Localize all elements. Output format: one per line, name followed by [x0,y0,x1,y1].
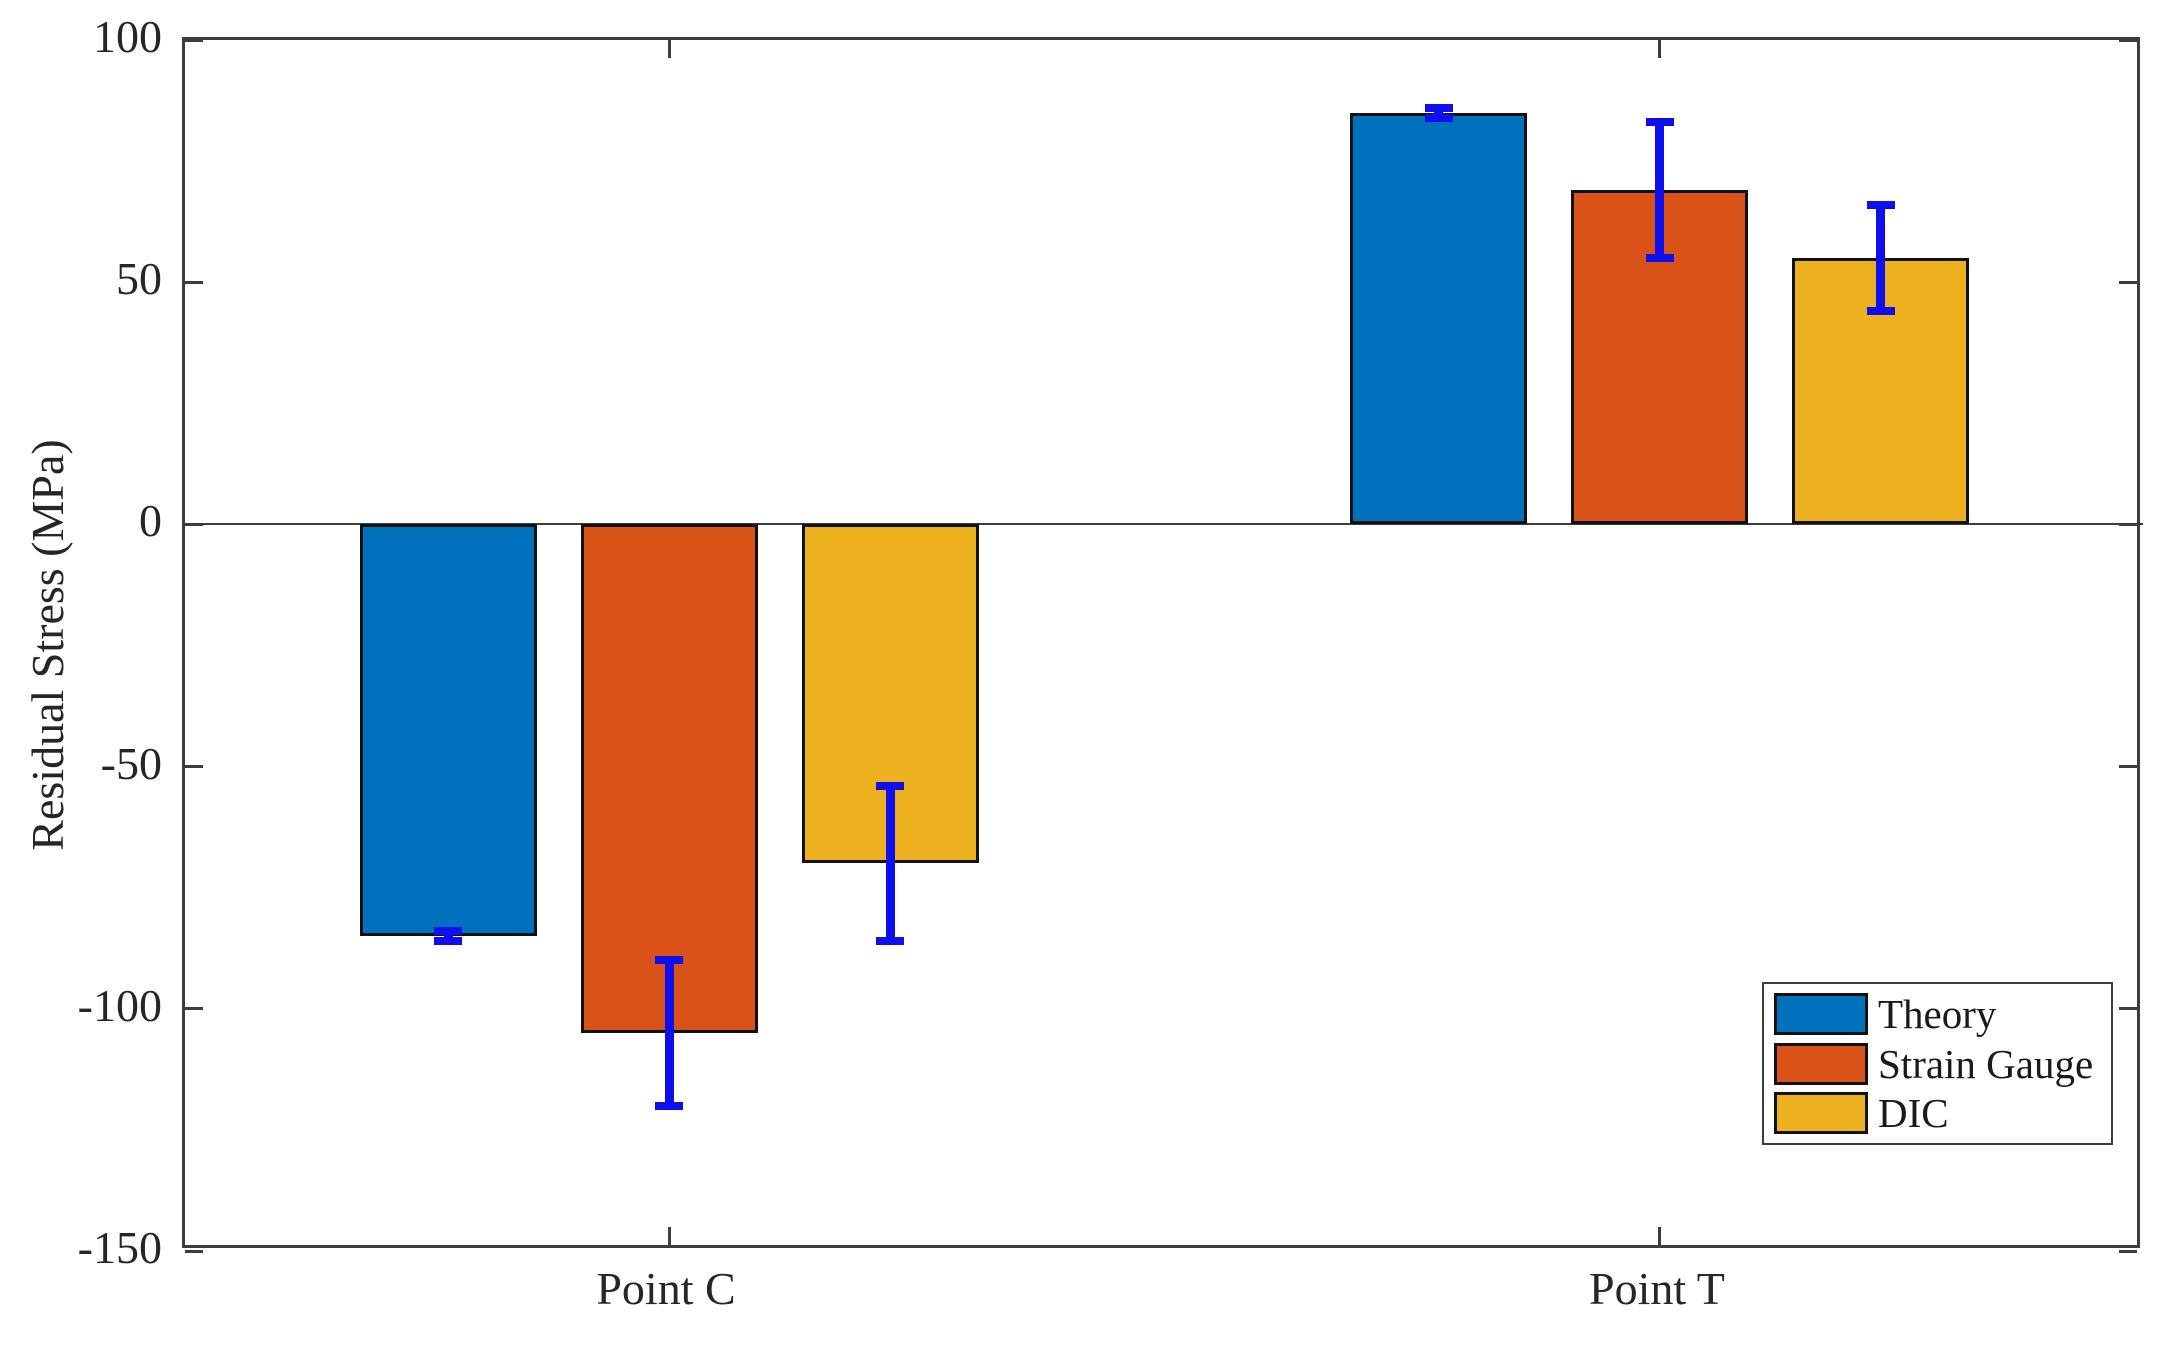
error-bar-theory-point-c-cap-top [434,927,463,936]
legend-item-theory: Theory [1774,991,2101,1037]
y-tick-mark-right [2119,1007,2137,1011]
y-tick-mark-left [185,1249,203,1253]
y-tick-mark-left [185,280,203,284]
x-tick-mark-bottom [667,1227,671,1245]
error-bar-strain-gauge-point-c-cap-top [655,956,684,965]
error-bar-dic-point-c-stem [885,785,895,941]
legend-label-dic: DIC [1878,1089,1949,1136]
y-tick-mark-left [185,38,203,42]
legend-item-strain-gauge: Strain Gauge [1774,1041,2101,1087]
y-tick-label: 50 [116,253,162,305]
error-bar-dic-point-c-cap-bottom [876,936,905,945]
y-tick-mark-right [2119,522,2137,526]
error-bar-theory-point-c-stem [443,931,453,941]
error-bar-dic-point-c-cap-top [876,781,905,790]
y-tick-mark-right [2119,280,2137,284]
legend-swatch-dic [1774,1091,1868,1134]
error-bar-strain-gauge-point-t-cap-bottom [1645,253,1674,262]
y-tick-label: 100 [93,11,162,62]
legend: Theory Strain Gauge DIC [1762,982,2113,1145]
zero-baseline [185,523,2143,526]
x-tick-mark-top [667,40,671,58]
x-tick-label-point-c: Point C [596,1263,736,1314]
y-tick-label: -50 [100,737,162,789]
legend-label-theory: Theory [1878,991,1997,1038]
y-tick-mark-left [185,1007,203,1011]
x-tick-label-point-t: Point T [1588,1263,1725,1314]
plot-area [182,37,2143,1253]
legend-swatch-strain-gauge [1774,1042,1868,1085]
y-tick-label: -100 [77,979,162,1031]
y-tick-label: -150 [77,1222,162,1273]
error-bar-dic-point-t-cap-bottom [1866,307,1895,316]
error-bar-theory-point-c-cap-bottom [434,936,463,945]
error-bar-strain-gauge-point-t-stem [1655,122,1665,258]
bar-theory-point-t [1350,112,1528,525]
y-tick-mark-right [2119,1249,2137,1253]
y-tick-mark-left [185,765,203,769]
error-bar-theory-point-t-stem [1434,107,1444,118]
error-bar-theory-point-t-cap-bottom [1424,113,1453,122]
y-tick-mark-left [185,522,203,526]
bar-strain-gauge-point-c [580,524,758,1033]
x-tick-mark-top [1658,40,1662,58]
y-tick-label: 0 [139,495,162,547]
error-bar-strain-gauge-point-c-cap-bottom [655,1101,684,1110]
y-tick-mark-right [2119,38,2137,42]
error-bar-strain-gauge-point-c-stem [664,960,674,1106]
legend-item-dic: DIC [1774,1090,2101,1136]
x-tick-mark-bottom [1658,1227,1662,1245]
error-bar-theory-point-t-cap-top [1424,103,1453,112]
legend-swatch-theory [1774,993,1868,1036]
bar-theory-point-c [359,524,537,937]
error-bar-strain-gauge-point-t-cap-top [1645,118,1674,127]
legend-label-strain-gauge: Strain Gauge [1878,1040,2094,1087]
y-tick-mark-right [2119,765,2137,769]
error-bar-dic-point-t-stem [1876,204,1886,312]
error-bar-dic-point-t-cap-top [1866,200,1895,209]
